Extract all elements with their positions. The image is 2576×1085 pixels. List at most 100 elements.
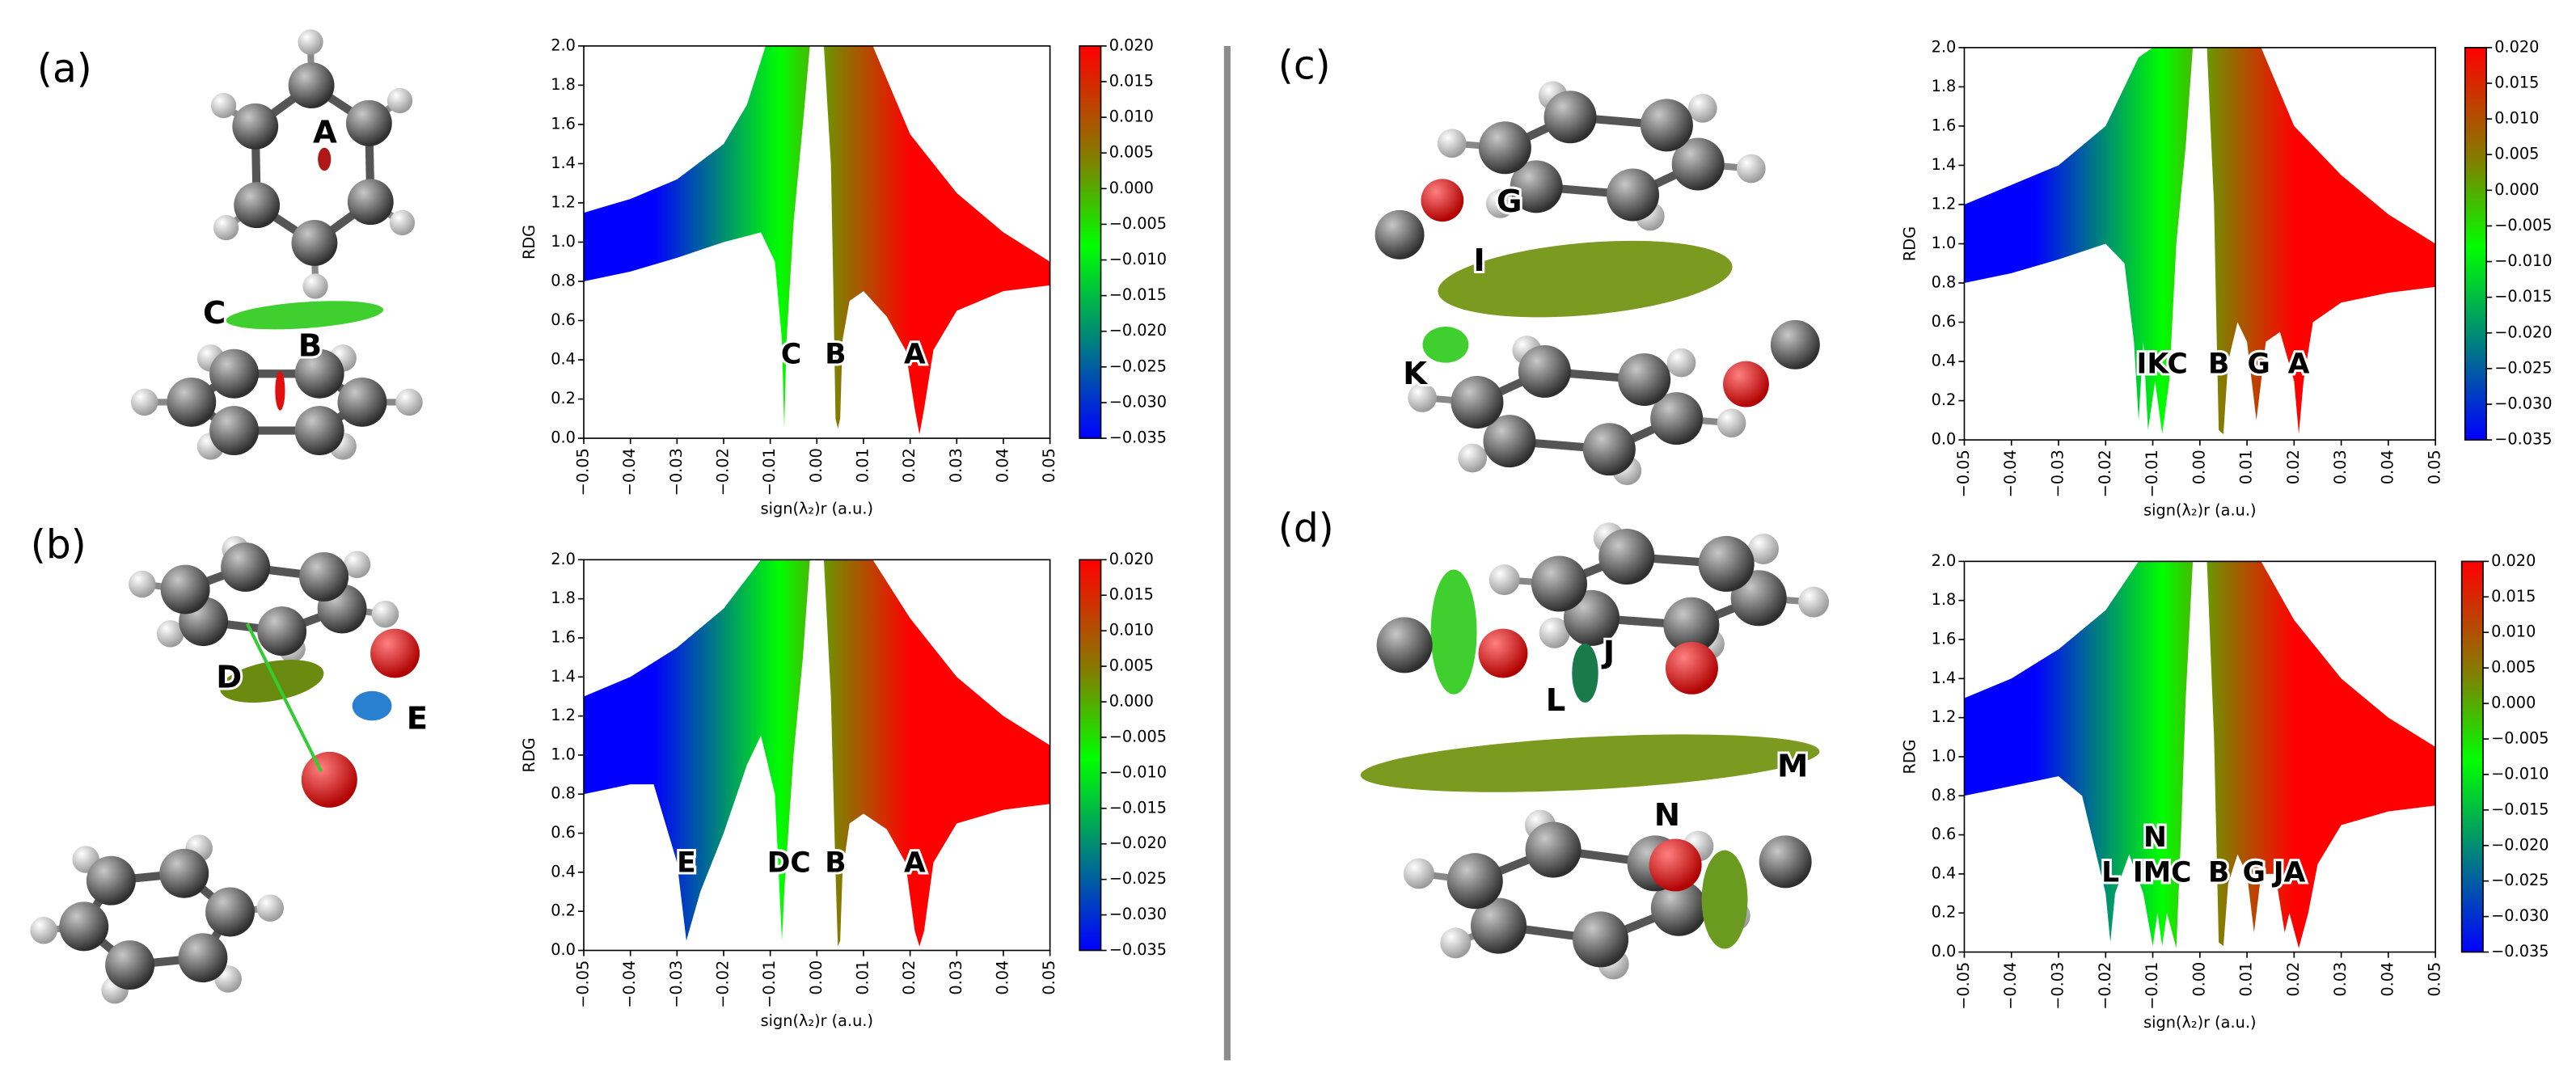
y-tick-label: 1.2: [551, 192, 576, 211]
y-tick-label: 1.4: [551, 154, 576, 172]
y-tick-label: 0.4: [551, 862, 576, 880]
hydrogen-atom: [1798, 586, 1830, 618]
colorbar-tick-label: −0.025: [1109, 869, 1167, 888]
colorbar-tick-label: −0.035: [1109, 940, 1167, 959]
y-tick-label: 1.6: [1932, 116, 1957, 134]
rdg-plot: −0.05 −0.04 −0.03 −0.02 −0.01 0.00 0.01 0.02 0.0…: [520, 550, 1167, 1030]
y-tick-label: 0.0: [1932, 430, 1957, 449]
carbon-atom: [1531, 555, 1587, 612]
point-cloud: [1964, 47, 2436, 434]
carbon-atom: [294, 348, 344, 399]
structure-label: B: [298, 328, 322, 365]
hydrogen-atom: [210, 92, 237, 119]
y-tick-label: 0.6: [1932, 825, 1957, 843]
x-tick-label: 0.05: [1040, 960, 1058, 995]
x-axis-label: sign(λ₂)r (a.u.): [761, 1011, 873, 1030]
oxygen-atom: [1478, 628, 1528, 678]
y-tick-label: 0.8: [1932, 273, 1957, 292]
y-tick-label: 0.6: [551, 823, 576, 842]
hydrogen-atom: [256, 894, 284, 922]
peak-label: N: [2143, 821, 2167, 854]
x-tick-label: 0.03: [2331, 450, 2350, 484]
colorbar-tick-label: 0.010: [2491, 623, 2536, 641]
hydrogen-atom: [395, 388, 423, 416]
x-tick-label: 0.04: [993, 960, 1011, 995]
hydrogen-atom: [213, 214, 239, 241]
x-tick-label: 0.02: [900, 960, 918, 995]
x-tick-label: −0.04: [620, 448, 639, 496]
peak-label: B: [2208, 856, 2229, 889]
y-tick-label: 0.2: [1932, 391, 1957, 409]
colorbar-tick-label: 0.010: [2494, 109, 2539, 128]
y-tick-label: 1.0: [551, 745, 576, 763]
hydrogen-atom: [371, 600, 399, 628]
colorbar-tick-label: 0.015: [2491, 587, 2536, 606]
carbon-atom: [291, 220, 338, 266]
x-tick-label: 0.04: [2378, 450, 2397, 484]
hydrogen-atom: [1736, 154, 1766, 184]
molecule-renderings: [30, 29, 1830, 1004]
hydrogen-atom: [1666, 348, 1696, 378]
y-tick-label: 1.0: [551, 232, 576, 251]
y-tick-label: 1.8: [551, 589, 576, 607]
peak-label: A: [904, 339, 926, 371]
colorbar-tick-label: −0.010: [2494, 251, 2552, 270]
y-axis-label: RDG: [1901, 739, 1919, 774]
y-tick-label: 1.0: [1932, 746, 1957, 765]
carbon-atom: [209, 348, 260, 399]
carbon-atom: [1607, 168, 1659, 222]
y-tick-label: 0.4: [1932, 352, 1957, 370]
x-tick-label: −0.01: [760, 448, 779, 496]
carbon-atom: [105, 940, 155, 990]
x-tick-label: 0.01: [2237, 962, 2256, 997]
isosurface: [1430, 569, 1477, 694]
structure-label: D: [216, 660, 242, 696]
structure-label: A: [313, 115, 337, 151]
y-tick-label: 2.0: [551, 36, 576, 54]
carbon-atom: [178, 933, 228, 983]
carbon-atom: [1478, 121, 1531, 175]
peak-label: A: [904, 847, 926, 880]
peak-label: DC: [767, 847, 811, 880]
point-cloud: [1964, 561, 2436, 948]
y-tick-label: 0.6: [551, 310, 576, 329]
carbon-atom: [209, 406, 260, 456]
hydrogen-atom: [386, 87, 413, 114]
y-tick-label: 0.2: [1932, 903, 1957, 922]
colorbar-tick-label: 0.000: [1109, 692, 1154, 711]
colorbar-tick-label: −0.005: [1109, 727, 1167, 745]
y-axis-label: RDG: [520, 737, 538, 772]
contact: [246, 623, 323, 773]
colorbar-tick-label: 0.010: [1109, 621, 1154, 640]
y-tick-label: 0.2: [551, 389, 576, 407]
x-tick-label: −0.02: [2096, 450, 2114, 497]
y-tick-label: 1.2: [1932, 194, 1957, 213]
colorbar-tick-label: −0.030: [2494, 394, 2552, 412]
carbon-atom: [221, 542, 271, 592]
isosurface: [352, 690, 392, 721]
hydrogen-atom: [1403, 858, 1434, 889]
y-tick-label: 1.6: [551, 114, 576, 133]
carbon-atom: [1650, 880, 1707, 936]
hydrogen-atom: [1485, 188, 1515, 218]
y-tick-label: 2.0: [1932, 37, 1957, 56]
colorbar-tick-label: 0.015: [1109, 71, 1154, 90]
oxygen-atom: [370, 628, 420, 678]
x-tick-label: −0.03: [667, 960, 686, 1008]
x-tick-label: −0.03: [2049, 450, 2067, 497]
carbon-atom: [1376, 617, 1433, 673]
carbon-atom: [232, 103, 279, 150]
x-tick-label: 0.05: [1040, 448, 1058, 483]
x-tick-label: 0.03: [2331, 962, 2350, 997]
panel-label: (b): [31, 522, 87, 568]
y-tick-label: 0.0: [551, 429, 576, 447]
colorbar-tick-label: −0.005: [2491, 728, 2549, 747]
hydrogen-atom: [156, 620, 184, 648]
carbon-atom: [337, 377, 387, 427]
structure-label: C: [203, 295, 226, 331]
colorbar-tick-label: 0.000: [1109, 179, 1154, 197]
oxygen-atom: [1723, 361, 1769, 407]
colorbar: [2464, 47, 2487, 441]
y-tick-label: 1.4: [1932, 155, 1957, 174]
isosurface: [220, 660, 324, 703]
